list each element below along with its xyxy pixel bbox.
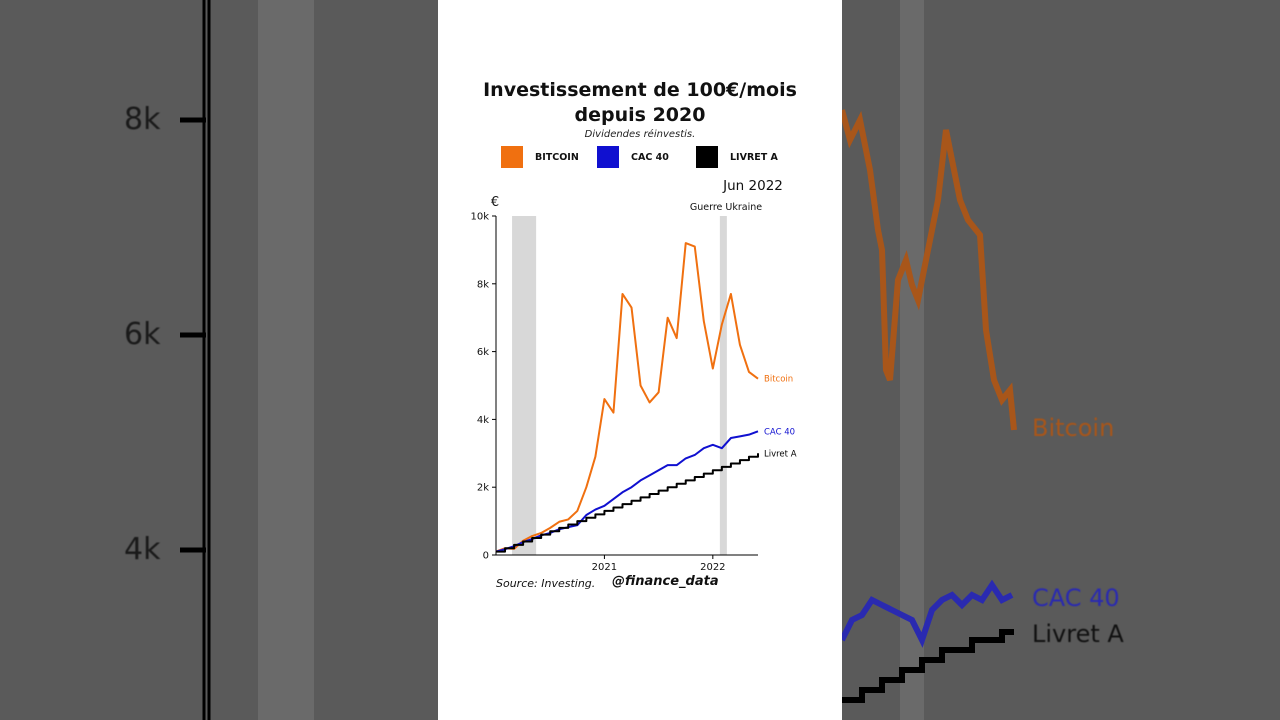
background-series-label: CAC 40 <box>1032 584 1120 612</box>
legend-item-cac40: CAC 40 <box>597 146 669 168</box>
x-tick-label: 2022 <box>700 562 725 570</box>
background-shade-band <box>258 0 314 720</box>
series-line-cac-40 <box>495 430 759 553</box>
annotation-event: Guerre Ukraine <box>690 202 762 213</box>
chart-card: Investissement de 100€/mois depuis 2020 … <box>438 0 842 720</box>
background-tick-label: 4k <box>124 532 161 567</box>
series-end-label-bitcoin: Bitcoin <box>764 375 793 385</box>
y-tick-label: 6k <box>477 347 489 358</box>
shaded-period <box>719 216 727 555</box>
background-right-panel: Bitcoin CAC 40 Livret A <box>842 0 1280 720</box>
legend-item-bitcoin: BITCOIN <box>501 146 579 168</box>
background-bitcoin-line <box>842 109 1017 431</box>
line-chart: 0 2k 4k 6k 8k 10k€2021 2022 Bitcoin CAC 40 Livret… <box>470 178 797 570</box>
background-left-panel: 8k 6k 4k <box>0 0 438 720</box>
chart-title-line1: Investissement de 100€/mois <box>483 79 797 101</box>
shaded-period <box>512 216 537 555</box>
y-tick-label: 2k <box>477 483 489 494</box>
y-tick-label: 8k <box>477 279 489 290</box>
source-note: Source: Investing. <box>496 577 596 590</box>
background-series-label: Bitcoin <box>1032 414 1115 442</box>
background-tick-label: 8k <box>124 102 161 137</box>
annotation-date: Jun 2022 <box>722 178 783 194</box>
background-livret-line <box>842 629 1014 703</box>
background-right-lines <box>842 0 1017 720</box>
y-tick-label: 10k <box>470 212 489 223</box>
y-axis-label: € <box>491 195 499 210</box>
legend-label-livret-a: LIVRET A <box>730 151 778 163</box>
series-end-label-cac-40: CAC 40 <box>764 427 795 437</box>
series-end-label-livret-a: Livret A <box>764 449 797 459</box>
legend-label-bitcoin: BITCOIN <box>535 151 579 163</box>
chart-title-line2: depuis 2020 <box>574 104 706 126</box>
background-cac40-line <box>842 579 1014 648</box>
background-tick-label: 6k <box>124 317 161 352</box>
background-left-axis <box>180 0 314 720</box>
legend-swatch-bitcoin <box>501 146 523 168</box>
chart-subtitle: Dividendes réinvestis. <box>584 129 696 140</box>
y-tick-label: 4k <box>477 415 489 426</box>
chart-title: Investissement de 100€/mois depuis 2020 <box>438 78 842 128</box>
author-handle: @finance_data <box>612 574 719 589</box>
legend-label-cac40: CAC 40 <box>631 151 669 163</box>
x-tick-label: 2021 <box>592 562 617 570</box>
series-line-bitcoin <box>495 242 759 553</box>
background-series-label: Livret A <box>1032 620 1124 648</box>
background-shade-band <box>900 0 924 720</box>
legend-item-livret-a: LIVRET A <box>696 146 778 168</box>
legend-swatch-cac40 <box>597 146 619 168</box>
legend-swatch-livret-a <box>696 146 718 168</box>
y-tick-label: 0 <box>483 551 489 562</box>
series-line-livret-a <box>496 453 759 553</box>
